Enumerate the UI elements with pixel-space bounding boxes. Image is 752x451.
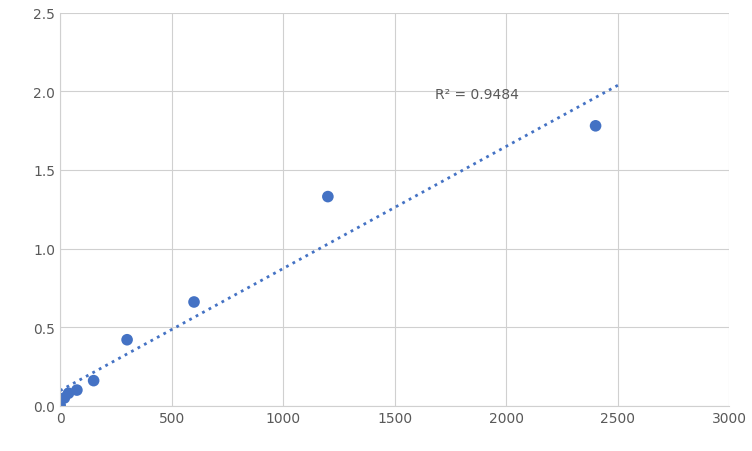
Point <box>188 299 200 306</box>
Text: R² = 0.9484: R² = 0.9484 <box>435 88 519 102</box>
Point <box>71 387 83 394</box>
Point <box>54 402 66 409</box>
Point <box>590 123 602 130</box>
Point <box>59 395 71 402</box>
Point <box>62 390 74 397</box>
Point <box>87 377 99 384</box>
Point <box>322 193 334 201</box>
Point <box>121 336 133 344</box>
